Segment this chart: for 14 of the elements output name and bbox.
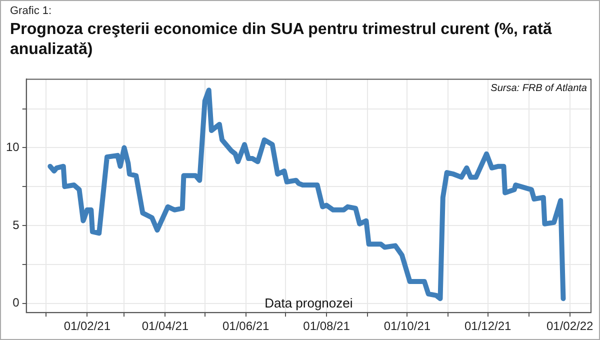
chart-subtitle: Grafic 1:: [10, 5, 52, 17]
x-tick-label: 01/02/21: [64, 319, 111, 334]
chart-title: Prognoza creşterii economice din SUA pentru trimestrul curent (%, rată anualizată): [10, 20, 553, 60]
y-tick-label: 10: [6, 140, 20, 154]
x-tick-label: 01/02/22: [546, 319, 594, 334]
annotation: Sursa: FRB of Atlanta: [490, 82, 588, 94]
x-tick-label: 01/10/21: [384, 319, 431, 334]
x-tick-label: 01/12/21: [464, 319, 512, 334]
y-tick-label: 5: [12, 218, 20, 232]
x-tick-label: 01/04/21: [142, 319, 189, 334]
y-tick-label: 0: [12, 296, 20, 310]
x-tick-label: 01/06/21: [222, 319, 270, 334]
x-tick-label: 01/08/21: [303, 319, 350, 334]
x-axis-title: Data prognozei: [264, 296, 353, 311]
